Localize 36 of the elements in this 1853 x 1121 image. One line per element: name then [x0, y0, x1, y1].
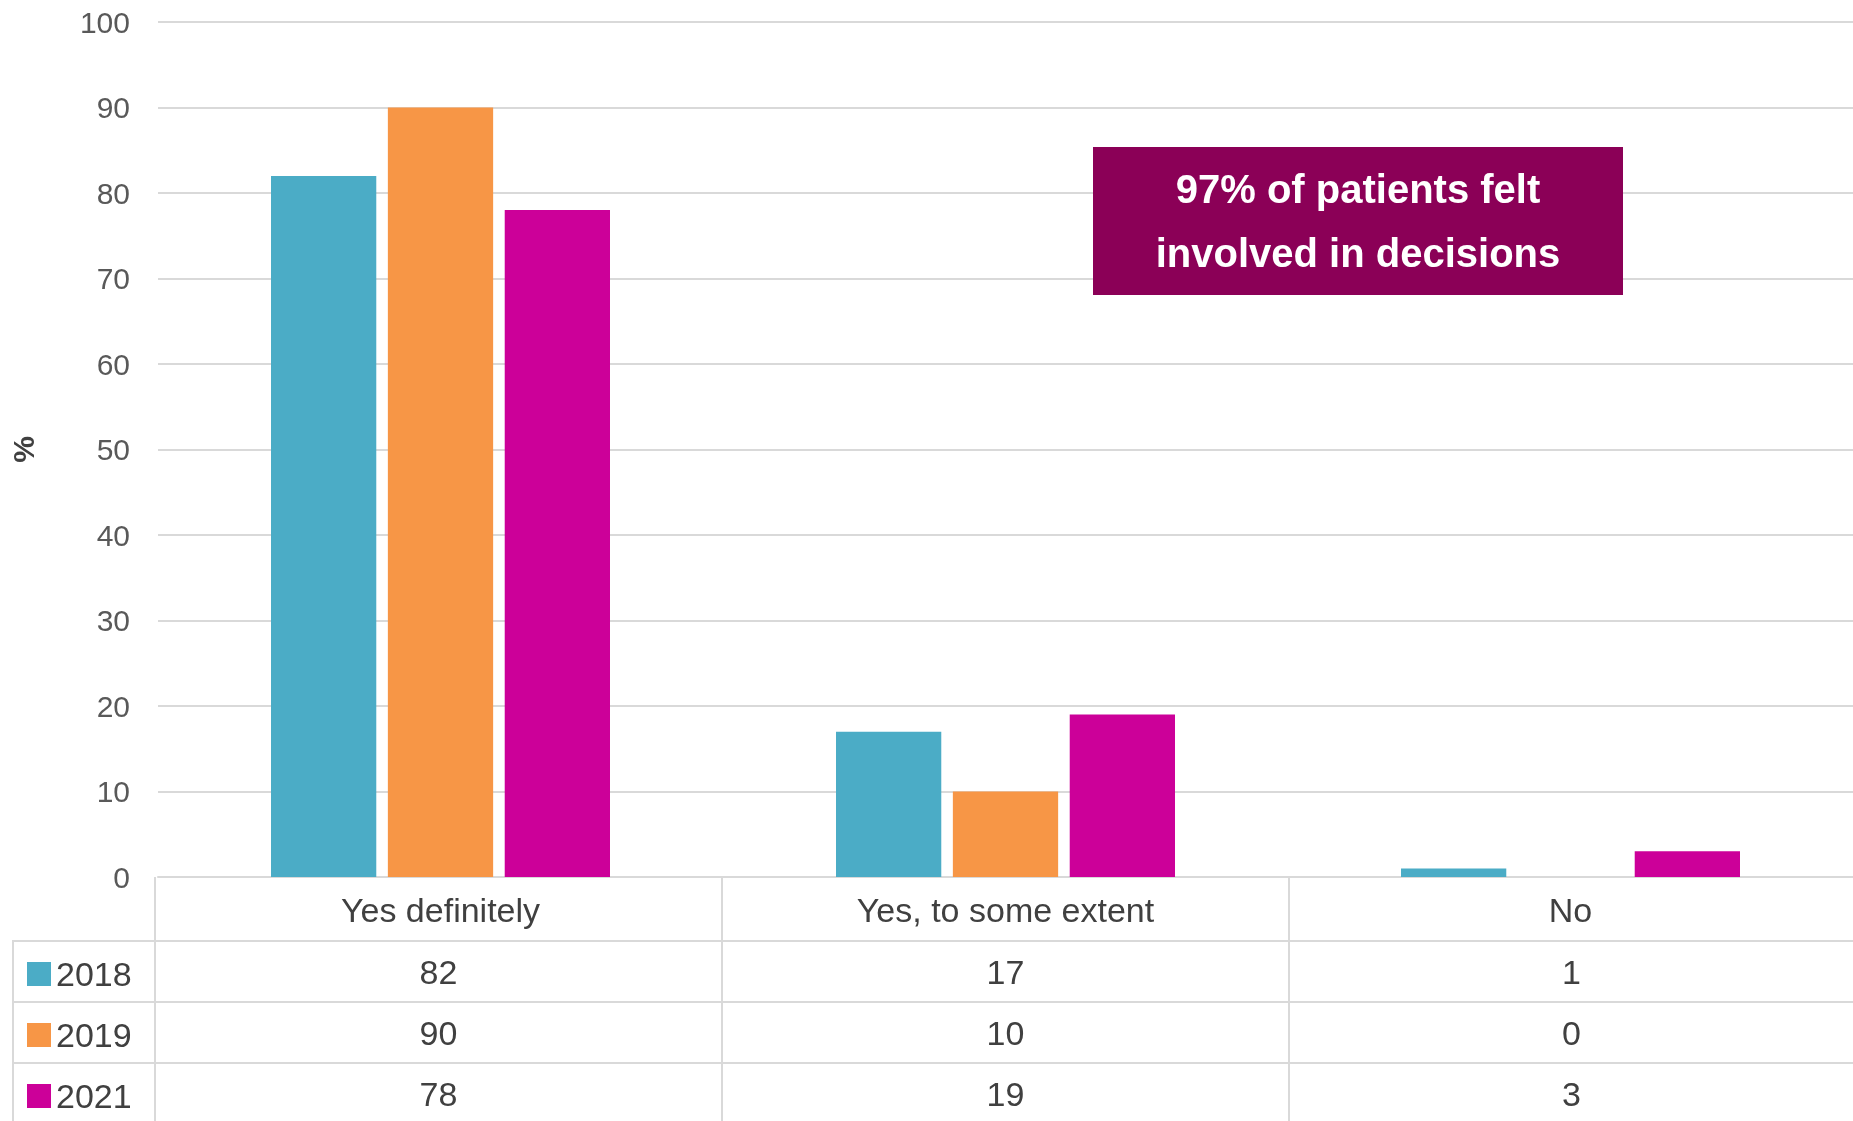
legend-label: 2019	[56, 1016, 132, 1054]
data-label: 3	[1288, 1062, 1853, 1121]
legend-label: 2021	[56, 1077, 132, 1115]
data-label: 0	[1288, 1001, 1853, 1062]
y-tick-label: 60	[96, 347, 130, 381]
y-tick-label: 20	[96, 689, 130, 723]
x-tick-label: No	[1548, 891, 1593, 929]
bar	[1069, 714, 1175, 877]
bar	[1401, 868, 1507, 877]
bar	[836, 731, 942, 877]
data-label: 90	[154, 1001, 721, 1062]
y-tick-label: 70	[96, 262, 130, 295]
bar	[952, 791, 1059, 877]
data-label: 1	[1288, 940, 1853, 1001]
data-label: 19	[721, 1062, 1288, 1121]
bar	[504, 210, 610, 877]
y-tick-label: 30	[96, 604, 130, 637]
data-label: 82	[154, 940, 721, 1001]
y-tick-label: 100	[79, 5, 130, 39]
y-tick-label: 90	[96, 91, 130, 124]
bar	[1634, 851, 1740, 877]
annotation: 97% of patients felt involved in decisions	[1093, 147, 1623, 295]
data-label: 17	[721, 940, 1288, 1001]
y-tick-label: 10	[96, 775, 130, 808]
x-tick-label: Yes, to some extent	[856, 891, 1155, 929]
y-tick-label: 0	[113, 860, 130, 894]
y-tick-label: 50	[96, 433, 130, 466]
data-label: 10	[721, 1001, 1288, 1062]
y-axis-title: %	[6, 436, 40, 463]
legend-label: 2018	[56, 955, 132, 993]
bar	[387, 107, 494, 877]
x-tick-label: Yes definitely	[340, 891, 541, 929]
y-tick-label: 80	[96, 176, 130, 210]
data-label: 78	[154, 1062, 721, 1121]
bar	[271, 175, 377, 877]
y-tick-label: 40	[96, 518, 130, 552]
